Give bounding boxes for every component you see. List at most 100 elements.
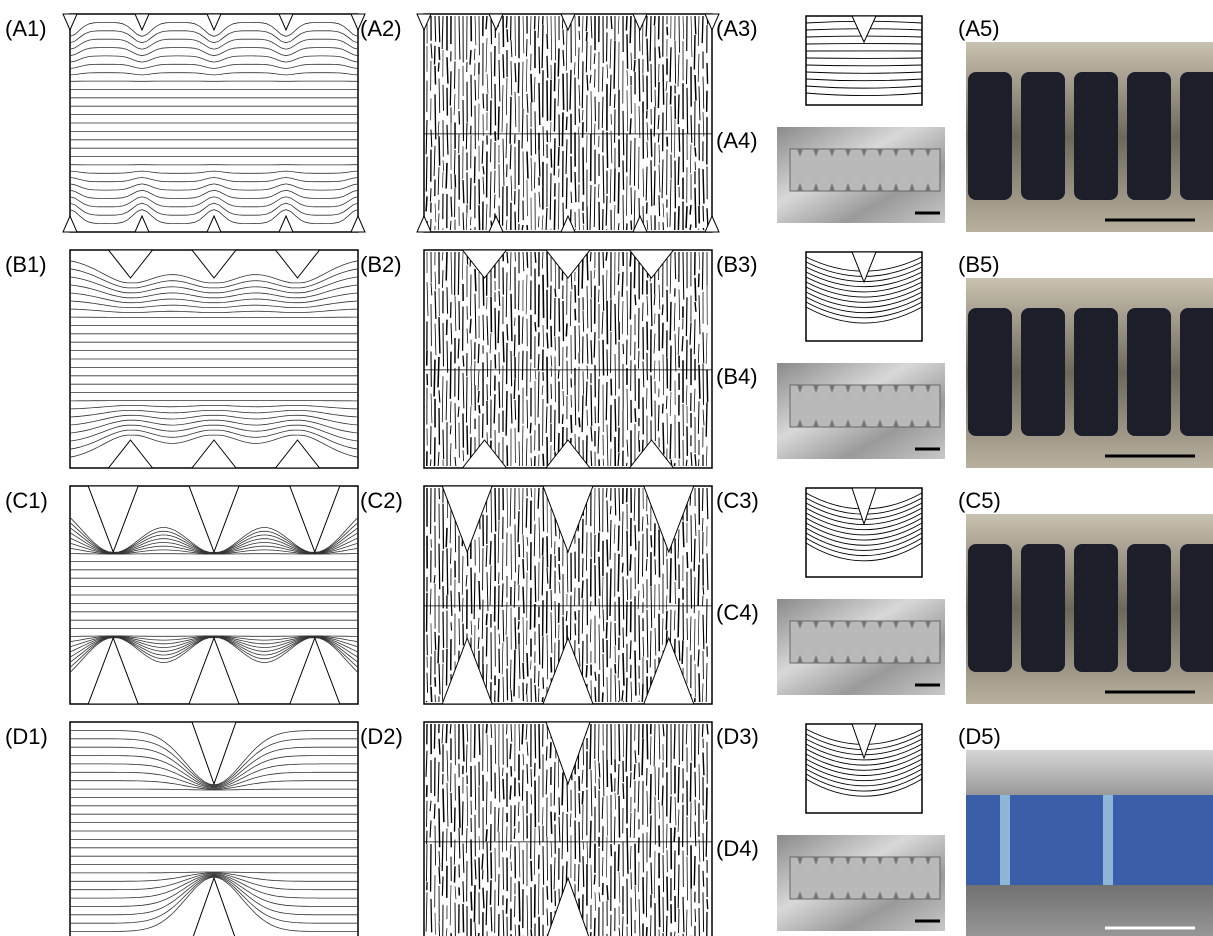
field-line xyxy=(586,251,589,281)
field-line xyxy=(669,423,672,460)
field-line xyxy=(518,841,521,878)
field-line xyxy=(606,539,609,567)
field-line xyxy=(446,548,449,595)
field-line xyxy=(433,803,436,819)
field-line xyxy=(650,128,653,157)
field-line xyxy=(449,220,452,231)
field-line xyxy=(445,251,448,281)
field-line xyxy=(622,916,624,936)
field-line xyxy=(434,631,437,650)
field-line xyxy=(505,77,508,116)
field-line xyxy=(574,623,577,636)
streamline xyxy=(70,738,358,786)
field-line xyxy=(546,634,549,680)
field-line xyxy=(622,701,624,703)
field-line xyxy=(658,529,661,578)
field-line xyxy=(522,753,525,766)
field-line xyxy=(618,487,621,521)
field-line xyxy=(526,39,528,57)
field-line xyxy=(690,723,693,762)
streamline xyxy=(69,55,359,63)
tooth xyxy=(87,485,139,554)
streamline xyxy=(69,292,359,304)
field-line xyxy=(505,219,508,231)
notch xyxy=(813,891,819,899)
streamline xyxy=(69,308,359,313)
field-line xyxy=(597,426,600,454)
field-line xyxy=(582,310,585,332)
field-line xyxy=(585,31,588,42)
field-line xyxy=(430,282,433,296)
field-line xyxy=(597,184,600,198)
field-line xyxy=(610,723,613,765)
field-line xyxy=(609,74,612,107)
field-line xyxy=(606,132,609,169)
field-line xyxy=(550,589,553,611)
notch xyxy=(829,655,835,663)
field-line xyxy=(458,827,461,859)
field-line xyxy=(606,500,609,533)
streamline xyxy=(70,873,358,899)
field-line xyxy=(665,915,668,936)
field-line xyxy=(702,752,705,776)
field-line xyxy=(441,831,444,872)
field-line xyxy=(646,723,649,760)
field-line xyxy=(614,303,617,345)
field-line xyxy=(626,530,629,576)
field-line xyxy=(461,555,464,595)
field-line xyxy=(554,288,557,297)
field-line xyxy=(702,586,705,595)
field-line xyxy=(634,524,637,551)
field-line xyxy=(450,196,453,217)
field-line xyxy=(449,443,452,467)
field-line xyxy=(538,83,541,126)
field-line xyxy=(546,886,549,900)
field-line xyxy=(685,459,688,467)
field-line xyxy=(645,871,648,918)
field-line xyxy=(665,92,668,131)
streamline xyxy=(69,405,359,410)
notch xyxy=(893,655,899,663)
field-line xyxy=(509,144,512,170)
field-line xyxy=(522,617,525,663)
field-line xyxy=(705,402,708,437)
field-line xyxy=(581,599,584,634)
field-line xyxy=(554,517,557,537)
field-line xyxy=(638,682,641,696)
field-line xyxy=(526,251,529,268)
field-line xyxy=(438,663,441,695)
field-line xyxy=(665,395,668,409)
field-line xyxy=(462,355,465,367)
field-line xyxy=(517,621,520,630)
field-line xyxy=(657,115,660,130)
field-line xyxy=(477,369,480,391)
field-line xyxy=(462,843,465,873)
field-line xyxy=(437,761,440,803)
field-line xyxy=(470,620,473,636)
field-line xyxy=(430,43,433,59)
field-line xyxy=(485,829,488,842)
field-line xyxy=(589,184,592,231)
field-line xyxy=(489,333,492,354)
field-line xyxy=(502,676,504,703)
field-line xyxy=(558,816,561,843)
field-line xyxy=(530,73,533,103)
field-line xyxy=(613,168,616,202)
field-line xyxy=(518,441,520,467)
field-line xyxy=(462,251,464,280)
fan-line xyxy=(805,773,923,792)
field-line xyxy=(542,274,545,318)
field-line xyxy=(494,723,497,764)
field-line xyxy=(490,51,493,99)
field-line xyxy=(442,611,445,648)
field-line xyxy=(698,529,700,563)
field-line xyxy=(445,723,448,744)
field-line xyxy=(525,274,528,315)
field-line xyxy=(610,773,613,792)
field-line xyxy=(505,391,508,436)
block xyxy=(1180,308,1213,436)
field-line xyxy=(614,487,617,516)
field-line xyxy=(605,269,608,301)
field-line xyxy=(641,683,644,703)
field-line xyxy=(645,927,648,936)
